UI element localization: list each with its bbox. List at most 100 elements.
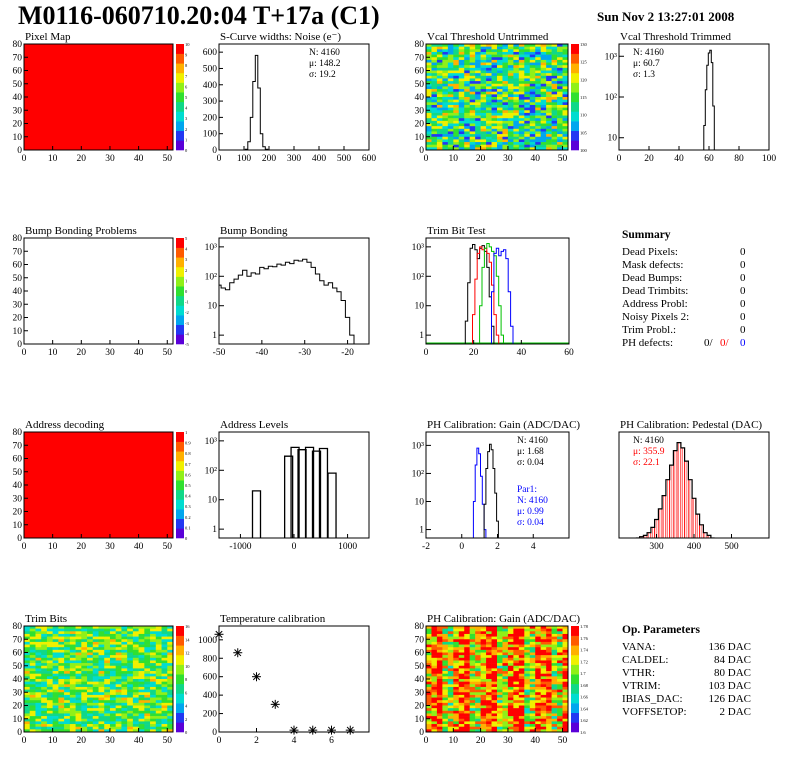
vcal-untrimmed-cell bbox=[491, 81, 498, 85]
ph-gain-map-cell bbox=[447, 686, 454, 690]
vcal-untrimmed-cell bbox=[480, 107, 487, 111]
vcal-untrimmed-cell bbox=[507, 78, 514, 82]
ph-gain-map-cell bbox=[557, 663, 563, 667]
vcal-untrimmed-cell bbox=[464, 81, 470, 85]
trim-bits-cell bbox=[35, 716, 42, 720]
ph-gain-map-cell bbox=[546, 676, 552, 680]
vcal-untrimmed-cell bbox=[562, 44, 569, 47]
ph-gain-map-cell bbox=[447, 700, 454, 704]
trim-bits-cell bbox=[121, 724, 128, 727]
trim-bits-cell bbox=[35, 689, 42, 693]
trim-bits-cell bbox=[52, 684, 59, 688]
trim-bits-cell bbox=[104, 686, 111, 690]
ph-pedestal-outline bbox=[635, 442, 715, 538]
trim-bits-cell bbox=[29, 665, 36, 669]
trim-bits-zscale-label: 4 bbox=[185, 704, 188, 709]
vcal-untrimmed-cell bbox=[491, 112, 498, 116]
ph-gain-map-cell bbox=[546, 657, 552, 661]
trim-bits-zscale-segment bbox=[176, 683, 184, 694]
vcal-untrimmed-cell bbox=[469, 112, 476, 116]
ph-gain-map-cell bbox=[497, 649, 503, 653]
vcal-untrimmed-cell bbox=[546, 44, 552, 47]
vcal-untrimmed-cell bbox=[524, 107, 531, 111]
vcal-untrimmed-cell bbox=[535, 123, 541, 127]
trim-bits-cell bbox=[52, 636, 59, 640]
trim-bits-cell bbox=[161, 636, 168, 640]
ph-gain-map-cell bbox=[491, 633, 498, 637]
ph-gain-map-cell bbox=[453, 679, 460, 682]
ph-gain-map-cell bbox=[524, 702, 531, 706]
trim-bits-cell bbox=[24, 665, 31, 669]
trim-bits-cell bbox=[35, 710, 42, 714]
trim-bits-cell bbox=[75, 702, 82, 706]
ph-gain-map-cell bbox=[562, 641, 569, 645]
ph-gain-map-cell bbox=[529, 657, 536, 661]
s-curve-ytick-label: 600 bbox=[203, 48, 218, 58]
vcal-untrimmed-cell bbox=[562, 134, 569, 138]
vcal-untrimmed-cell bbox=[436, 142, 443, 145]
vcal-untrimmed-cell bbox=[546, 142, 552, 145]
trim-bits-cell bbox=[87, 694, 94, 698]
trim-bits-cell bbox=[58, 705, 65, 709]
ph-gain-map-cell bbox=[480, 686, 487, 690]
trim-bits-cell bbox=[115, 628, 122, 632]
trim-bits-cell bbox=[75, 636, 82, 640]
ph-gain-map-cell bbox=[447, 671, 454, 674]
ph-gain-map-cell bbox=[502, 639, 509, 643]
vcal-untrimmed-cell bbox=[469, 44, 476, 47]
trim-bits-cell bbox=[138, 716, 145, 720]
trim-bits-cell bbox=[87, 655, 94, 659]
trim-bits-cell bbox=[41, 644, 48, 648]
ph-gain-map-cell bbox=[431, 724, 438, 727]
vcal-untrimmed-cell bbox=[447, 94, 454, 98]
vcal-untrimmed-cell bbox=[486, 134, 492, 138]
ph-gain-map-cell bbox=[426, 697, 432, 701]
ph-gain-map-ytick-label: 30 bbox=[415, 688, 425, 698]
trim-bits-cell bbox=[35, 641, 42, 645]
vcal-untrimmed-cell bbox=[458, 83, 465, 87]
ph-gain-map-cell bbox=[497, 726, 503, 730]
vcal-untrimmed-cell bbox=[431, 126, 438, 130]
trim-bits-cell bbox=[35, 681, 42, 685]
trim-bits-cell bbox=[104, 652, 111, 656]
vcal-untrimmed-cell bbox=[535, 147, 541, 151]
trim-bits-cell bbox=[161, 628, 168, 632]
vcal-untrimmed-cell bbox=[486, 83, 492, 87]
trim-bits-cell bbox=[121, 694, 128, 698]
ph-gain-map-cell bbox=[447, 660, 454, 664]
vcal-untrimmed-ytick-label: 40 bbox=[415, 93, 425, 103]
trim-bits-cell bbox=[138, 626, 145, 629]
vcal-untrimmed-cell bbox=[529, 65, 536, 69]
vcal-untrimmed-cell bbox=[562, 144, 569, 148]
trim-bits-cell bbox=[127, 729, 134, 733]
ph-gain-map-cell bbox=[562, 689, 569, 693]
vcal-untrimmed-cell bbox=[431, 59, 438, 63]
vcal-untrimmed-cell bbox=[447, 67, 454, 71]
ph-gain-map-cell bbox=[557, 655, 563, 659]
ph-gain-map-cell bbox=[502, 692, 509, 696]
trim-bits-cell bbox=[167, 633, 174, 637]
vcal-untrimmed-cell bbox=[557, 86, 563, 90]
ph-gain-map-cell bbox=[491, 686, 498, 690]
vcal-untrimmed-cell bbox=[431, 120, 438, 124]
trim-bits-cell bbox=[46, 626, 53, 629]
trim-bits-cell bbox=[115, 697, 122, 701]
ph-gain-map-cell bbox=[486, 671, 492, 674]
vcal-untrimmed-cell bbox=[447, 99, 454, 103]
vcal-untrimmed-cell bbox=[442, 91, 449, 95]
trim-bits-cell bbox=[155, 710, 162, 714]
vcal-untrimmed-cell bbox=[507, 70, 514, 74]
trim-bits-xtick-label: 10 bbox=[48, 736, 58, 746]
trim-bits-cell bbox=[98, 673, 105, 677]
ph-gain-map-cell bbox=[540, 655, 547, 659]
trim-bits-cell bbox=[127, 697, 134, 701]
vcal-untrimmed-cell bbox=[426, 75, 432, 79]
ph-gain-map-cell bbox=[546, 729, 552, 733]
vcal-untrimmed-cell bbox=[535, 86, 541, 90]
bump-problems-zscale-segment bbox=[176, 286, 184, 297]
address-levels-bar bbox=[290, 446, 300, 538]
ph-gain-map-cell bbox=[464, 697, 470, 701]
vcal-untrimmed-cell bbox=[447, 139, 454, 143]
ph-gain-map-cell bbox=[513, 708, 520, 712]
vcal-untrimmed-cell bbox=[513, 102, 520, 106]
